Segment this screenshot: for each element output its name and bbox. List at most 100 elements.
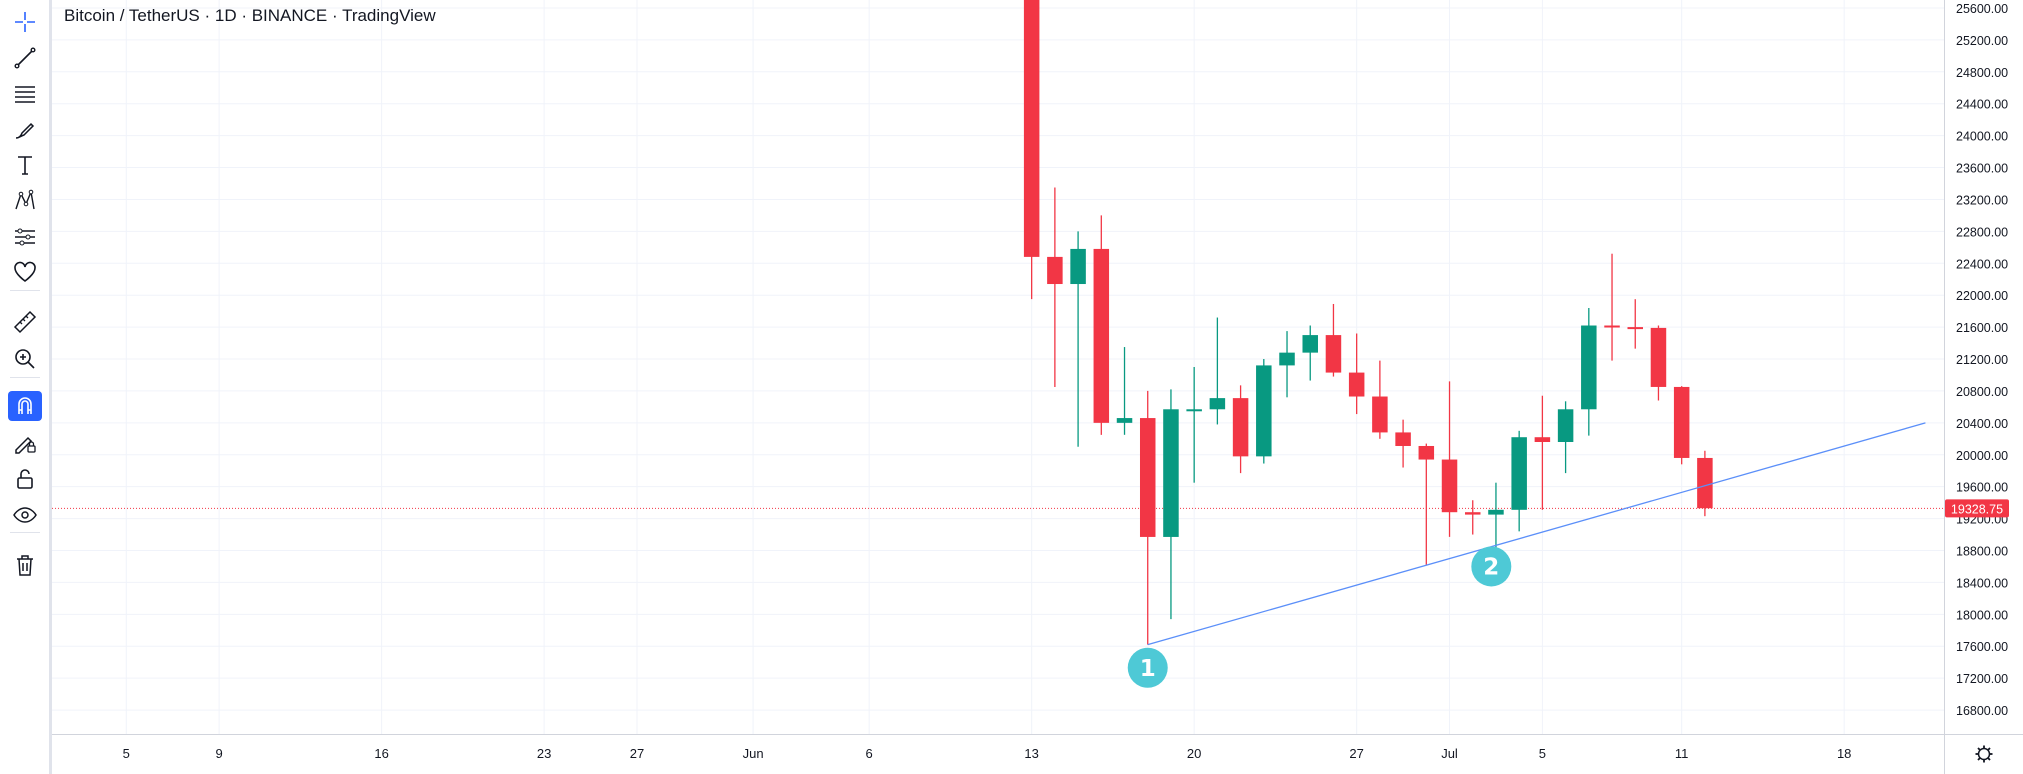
gear-tooth — [1987, 747, 1991, 751]
candle-body — [1139, 418, 1156, 537]
gear-ring — [1977, 747, 1991, 761]
price-chart[interactable]: 16800.00 17200.00 17600.00 18000.00 18400.00… — [52, 0, 2023, 774]
lock-icon — [17, 469, 33, 489]
candle-body — [1047, 256, 1063, 285]
last-price-tag — [1945, 499, 2009, 518]
candle — [1581, 307, 1597, 436]
candle-body — [1302, 335, 1318, 353]
candle-body — [1070, 248, 1086, 285]
zoom-in-tool[interactable] — [8, 344, 42, 374]
time-tick-label: 16 — [374, 746, 388, 761]
time-tick-label: 23 — [537, 746, 551, 761]
candle — [1348, 333, 1365, 415]
time-tick-label: 5 — [1539, 746, 1546, 761]
candle — [1163, 389, 1179, 620]
point-marker: 2 — [1471, 546, 1512, 587]
price-tick-label: 17600.00 — [1956, 640, 2008, 654]
candle — [1279, 331, 1295, 398]
price-tick-label: 17200.00 — [1956, 672, 2008, 686]
marker-label: 2 — [1483, 554, 1499, 580]
lock-drawing-icon — [15, 436, 36, 454]
price-tick-label: 22000.00 — [1956, 289, 2008, 303]
trash-icon — [17, 555, 33, 576]
candle-body — [1372, 396, 1388, 433]
price-tick-label: 23600.00 — [1956, 162, 2008, 176]
brush-tool[interactable] — [8, 115, 42, 145]
candle — [1070, 231, 1086, 447]
marker-circle — [1471, 546, 1512, 587]
price-tick-label: 22800.00 — [1956, 225, 2008, 239]
candle-body — [1116, 418, 1133, 423]
candle-body — [1418, 445, 1435, 460]
marker-label: 1 — [1140, 656, 1156, 682]
candle — [1557, 401, 1574, 474]
candle-body — [1186, 409, 1202, 412]
magnet-icon — [18, 397, 32, 414]
price-tick-label: 18000.00 — [1956, 608, 2008, 622]
trend-line-tool[interactable] — [8, 43, 42, 73]
candle — [1116, 347, 1133, 435]
candle — [1047, 187, 1063, 387]
price-tick-label: 16800.00 — [1956, 704, 2008, 718]
candle-body — [1604, 325, 1620, 328]
time-tick-label: Jul — [1441, 746, 1458, 761]
gear-icon[interactable] — [1975, 745, 1993, 763]
candle — [1186, 367, 1202, 483]
time-tick-label: 5 — [123, 746, 130, 761]
candle — [1604, 253, 1620, 361]
magnet-tool[interactable] — [8, 391, 42, 421]
time-tick-label: 27 — [1349, 746, 1363, 761]
candle — [1650, 325, 1667, 401]
candle-body — [1023, 0, 1040, 257]
fib-retracement-icon — [15, 86, 35, 103]
price-tick-label: 25600.00 — [1956, 2, 2008, 16]
pattern-tool[interactable] — [8, 186, 42, 216]
candle-body — [1348, 372, 1365, 397]
price-tick-label: 22400.00 — [1956, 257, 2008, 271]
zoom-in-icon — [15, 349, 35, 369]
ruler-tool[interactable] — [8, 307, 42, 337]
prediction-tool[interactable] — [8, 222, 42, 252]
time-tick-label: 20 — [1187, 746, 1201, 761]
candle — [1673, 386, 1690, 465]
candle — [1488, 482, 1504, 553]
price-tick-label: 18400.00 — [1956, 576, 2008, 590]
candle-body — [1650, 327, 1667, 387]
candle-body — [1534, 437, 1551, 442]
gear-tooth — [1977, 747, 1981, 751]
crosshair-tool[interactable] — [8, 7, 42, 37]
toolbar-separator — [10, 290, 40, 291]
time-tick-label: 27 — [630, 746, 644, 761]
candle — [1023, 0, 1040, 300]
candle — [1534, 395, 1551, 510]
candle — [1139, 390, 1156, 645]
candle — [1372, 360, 1388, 439]
candle-body — [1673, 386, 1690, 458]
price-tick-label: 24800.00 — [1956, 66, 2008, 80]
drawing-toolbar — [0, 0, 52, 774]
crosshair-icon — [15, 12, 35, 32]
price-tick-label: 19600.00 — [1956, 481, 2008, 495]
time-tick-label: 6 — [866, 746, 873, 761]
heart-tool[interactable] — [8, 257, 42, 287]
candle-body — [1441, 459, 1458, 513]
trash-tool[interactable] — [8, 550, 42, 580]
time-tick-label: Jun — [743, 746, 764, 761]
candle-body — [1325, 335, 1342, 373]
candle — [1511, 430, 1527, 532]
lock-drawing-tool[interactable] — [8, 428, 42, 458]
price-tick-label: 20000.00 — [1956, 449, 2008, 463]
trend-line-icon — [14, 47, 36, 69]
last-price-label: 19328.75 — [1951, 502, 2003, 516]
candle — [1256, 359, 1272, 464]
text-tool[interactable] — [8, 150, 42, 180]
fib-retracement-tool[interactable] — [8, 79, 42, 109]
ruler-icon — [13, 310, 37, 334]
eye-tool[interactable] — [8, 500, 42, 530]
price-tick-label: 21200.00 — [1956, 353, 2008, 367]
lock-tool[interactable] — [8, 464, 42, 494]
candle-body — [1697, 457, 1713, 509]
candle-body — [1581, 325, 1597, 410]
chart-title: Bitcoin / TetherUS · 1D · BINANCE · Trad… — [64, 6, 436, 25]
heart-icon — [14, 261, 36, 282]
